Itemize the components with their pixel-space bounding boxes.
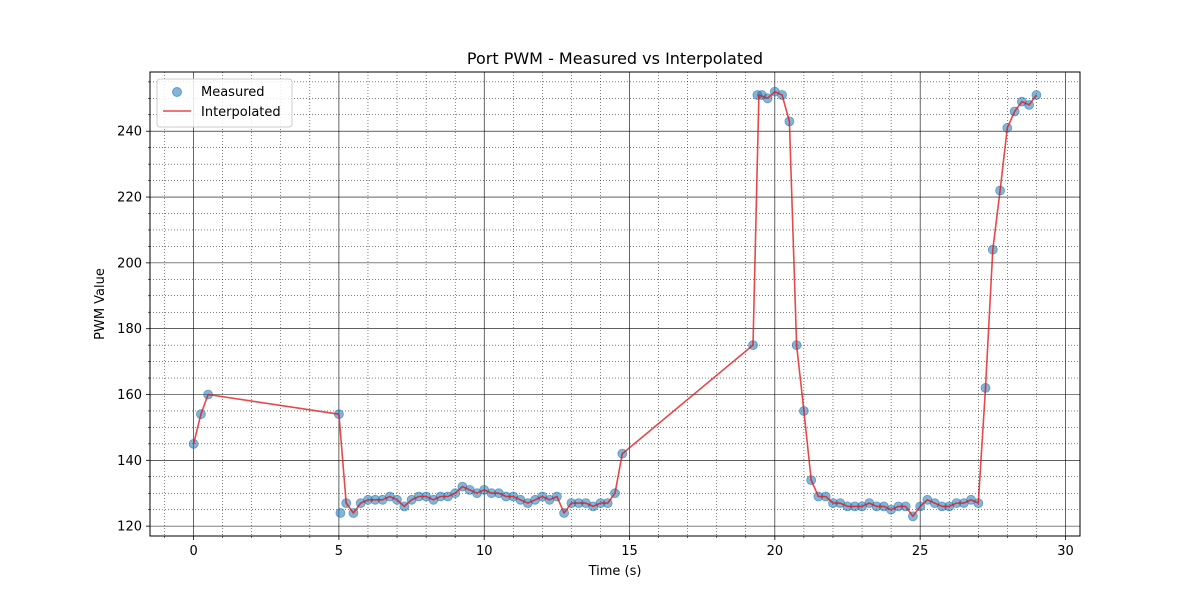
y-tick-label: 160 — [117, 388, 142, 403]
x-tick-label: 20 — [767, 544, 784, 559]
legend: Measured Interpolated — [156, 78, 293, 128]
x-tick-label: 30 — [1057, 544, 1074, 559]
legend-interpolated-label: Interpolated — [201, 105, 281, 120]
chart-title: Port PWM - Measured vs Interpolated — [467, 49, 763, 68]
measured-point — [335, 508, 346, 518]
x-tick-label: 10 — [476, 544, 493, 559]
y-tick-label: 240 — [117, 125, 142, 140]
x-tick-label: 15 — [621, 544, 638, 559]
x-tick-label: 0 — [189, 544, 197, 559]
x-tick-label: 5 — [335, 544, 343, 559]
interpolated-line — [192, 90, 1038, 518]
y-tick-label: 180 — [117, 322, 142, 337]
legend-measured-marker — [172, 87, 182, 97]
x-tick-label: 25 — [912, 544, 929, 559]
y-tick-label: 140 — [117, 454, 142, 469]
y-axis-label: PWM Value — [93, 268, 108, 340]
legend-measured-label: Measured — [201, 85, 265, 100]
x-axis-label: Time (s) — [588, 564, 642, 579]
y-tick-label: 120 — [117, 520, 142, 535]
grid — [150, 72, 1080, 536]
legend-box — [156, 78, 293, 128]
y-tick-label: 200 — [117, 256, 142, 271]
y-tick-label: 220 — [117, 191, 142, 206]
interpolated-line-layer — [192, 90, 1038, 518]
plot-frame — [149, 71, 1081, 537]
ticks: 0 5 10 15 20 25 30 120 140 160 180 200 220 240 — [117, 81, 1074, 559]
